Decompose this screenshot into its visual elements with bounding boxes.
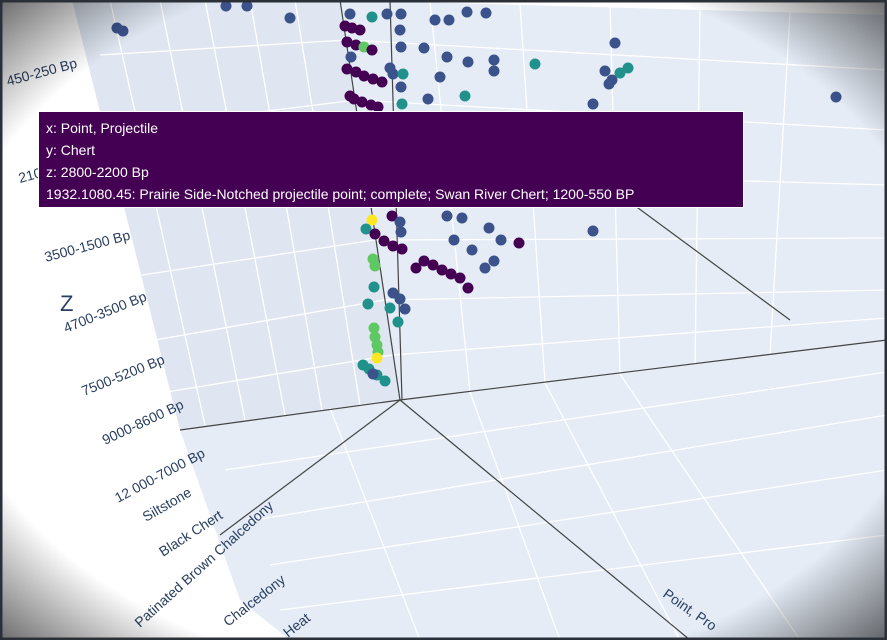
data-point-1[interactable] bbox=[111, 22, 123, 34]
data-point-80[interactable] bbox=[410, 262, 422, 274]
data-point-52[interactable] bbox=[603, 78, 615, 90]
tooltip-x-line: x: Point, Projectile bbox=[46, 120, 159, 136]
data-point-4[interactable] bbox=[284, 12, 296, 24]
data-point-24[interactable] bbox=[462, 56, 474, 68]
data-point-15[interactable] bbox=[480, 7, 492, 19]
data-point-70[interactable] bbox=[466, 244, 478, 256]
data-point-51[interactable] bbox=[622, 62, 634, 74]
data-point-86[interactable] bbox=[399, 303, 411, 315]
data-point-9[interactable] bbox=[366, 11, 378, 23]
data-point-53[interactable] bbox=[587, 98, 599, 110]
data-point-64[interactable] bbox=[441, 210, 453, 222]
data-point-13[interactable] bbox=[443, 14, 455, 26]
data-point-60[interactable] bbox=[396, 243, 408, 255]
data-point-45[interactable] bbox=[422, 93, 434, 105]
data-point-46[interactable] bbox=[459, 90, 471, 102]
data-point-27[interactable] bbox=[529, 58, 541, 70]
data-point-66[interactable] bbox=[483, 222, 495, 234]
data-point-71[interactable] bbox=[495, 234, 507, 246]
data-point-21[interactable] bbox=[395, 41, 407, 53]
data-point-29[interactable] bbox=[345, 51, 357, 63]
data-point-26[interactable] bbox=[488, 65, 500, 77]
data-point-88[interactable] bbox=[392, 316, 404, 328]
data-point-65[interactable] bbox=[456, 212, 468, 224]
data-point-7[interactable] bbox=[354, 24, 366, 36]
data-point-25[interactable] bbox=[488, 54, 500, 66]
data-point-72[interactable] bbox=[488, 255, 500, 267]
hover-tooltip: x: Point, Projectile y: Chert z: 2800-22… bbox=[38, 111, 744, 208]
data-point-35[interactable] bbox=[387, 68, 399, 80]
data-point-73[interactable] bbox=[479, 262, 491, 274]
data-point-14[interactable] bbox=[461, 6, 473, 18]
data-point-78[interactable] bbox=[454, 272, 466, 284]
data-point-83[interactable] bbox=[368, 281, 380, 293]
data-point-67[interactable] bbox=[513, 237, 525, 249]
tooltip-y-line: y: Chert bbox=[46, 142, 96, 158]
data-point-89[interactable] bbox=[362, 298, 374, 310]
data-point-22[interactable] bbox=[418, 42, 430, 54]
tooltip-detail-line: 1932.1080.45: Prairie Side-Notched proje… bbox=[46, 186, 635, 202]
data-point-54[interactable] bbox=[830, 91, 842, 103]
data-point-62[interactable] bbox=[394, 216, 406, 228]
data-point-55[interactable] bbox=[366, 214, 378, 226]
data-point-34[interactable] bbox=[376, 76, 388, 88]
data-point-10[interactable] bbox=[381, 8, 393, 20]
data-point-11[interactable] bbox=[395, 8, 407, 20]
data-point-98[interactable] bbox=[379, 375, 391, 387]
data-point-82[interactable] bbox=[369, 260, 381, 272]
data-point-37[interactable] bbox=[434, 71, 446, 83]
data-point-38[interactable] bbox=[395, 81, 407, 93]
data-point-87[interactable] bbox=[384, 302, 396, 314]
data-point-36[interactable] bbox=[397, 68, 409, 80]
data-point-20[interactable] bbox=[394, 24, 406, 36]
data-point-99[interactable] bbox=[367, 368, 379, 380]
data-point-94[interactable] bbox=[371, 352, 383, 364]
data-point-63[interactable] bbox=[395, 226, 407, 238]
data-point-12[interactable] bbox=[429, 14, 441, 26]
z-axis-title: Z bbox=[60, 291, 73, 316]
data-point-47[interactable] bbox=[609, 37, 621, 49]
data-point-69[interactable] bbox=[448, 234, 460, 246]
data-point-57[interactable] bbox=[369, 228, 381, 240]
data-point-8[interactable] bbox=[344, 8, 356, 20]
data-point-85[interactable] bbox=[394, 293, 406, 305]
data-point-19[interactable] bbox=[366, 44, 378, 56]
data-point-68[interactable] bbox=[587, 225, 599, 237]
data-point-44[interactable] bbox=[396, 98, 408, 110]
data-point-48[interactable] bbox=[599, 65, 611, 77]
data-point-42[interactable] bbox=[344, 90, 356, 102]
data-point-23[interactable] bbox=[441, 51, 453, 63]
tooltip-z-line: z: 2800-2200 Bp bbox=[46, 164, 149, 180]
data-point-79[interactable] bbox=[462, 282, 474, 294]
